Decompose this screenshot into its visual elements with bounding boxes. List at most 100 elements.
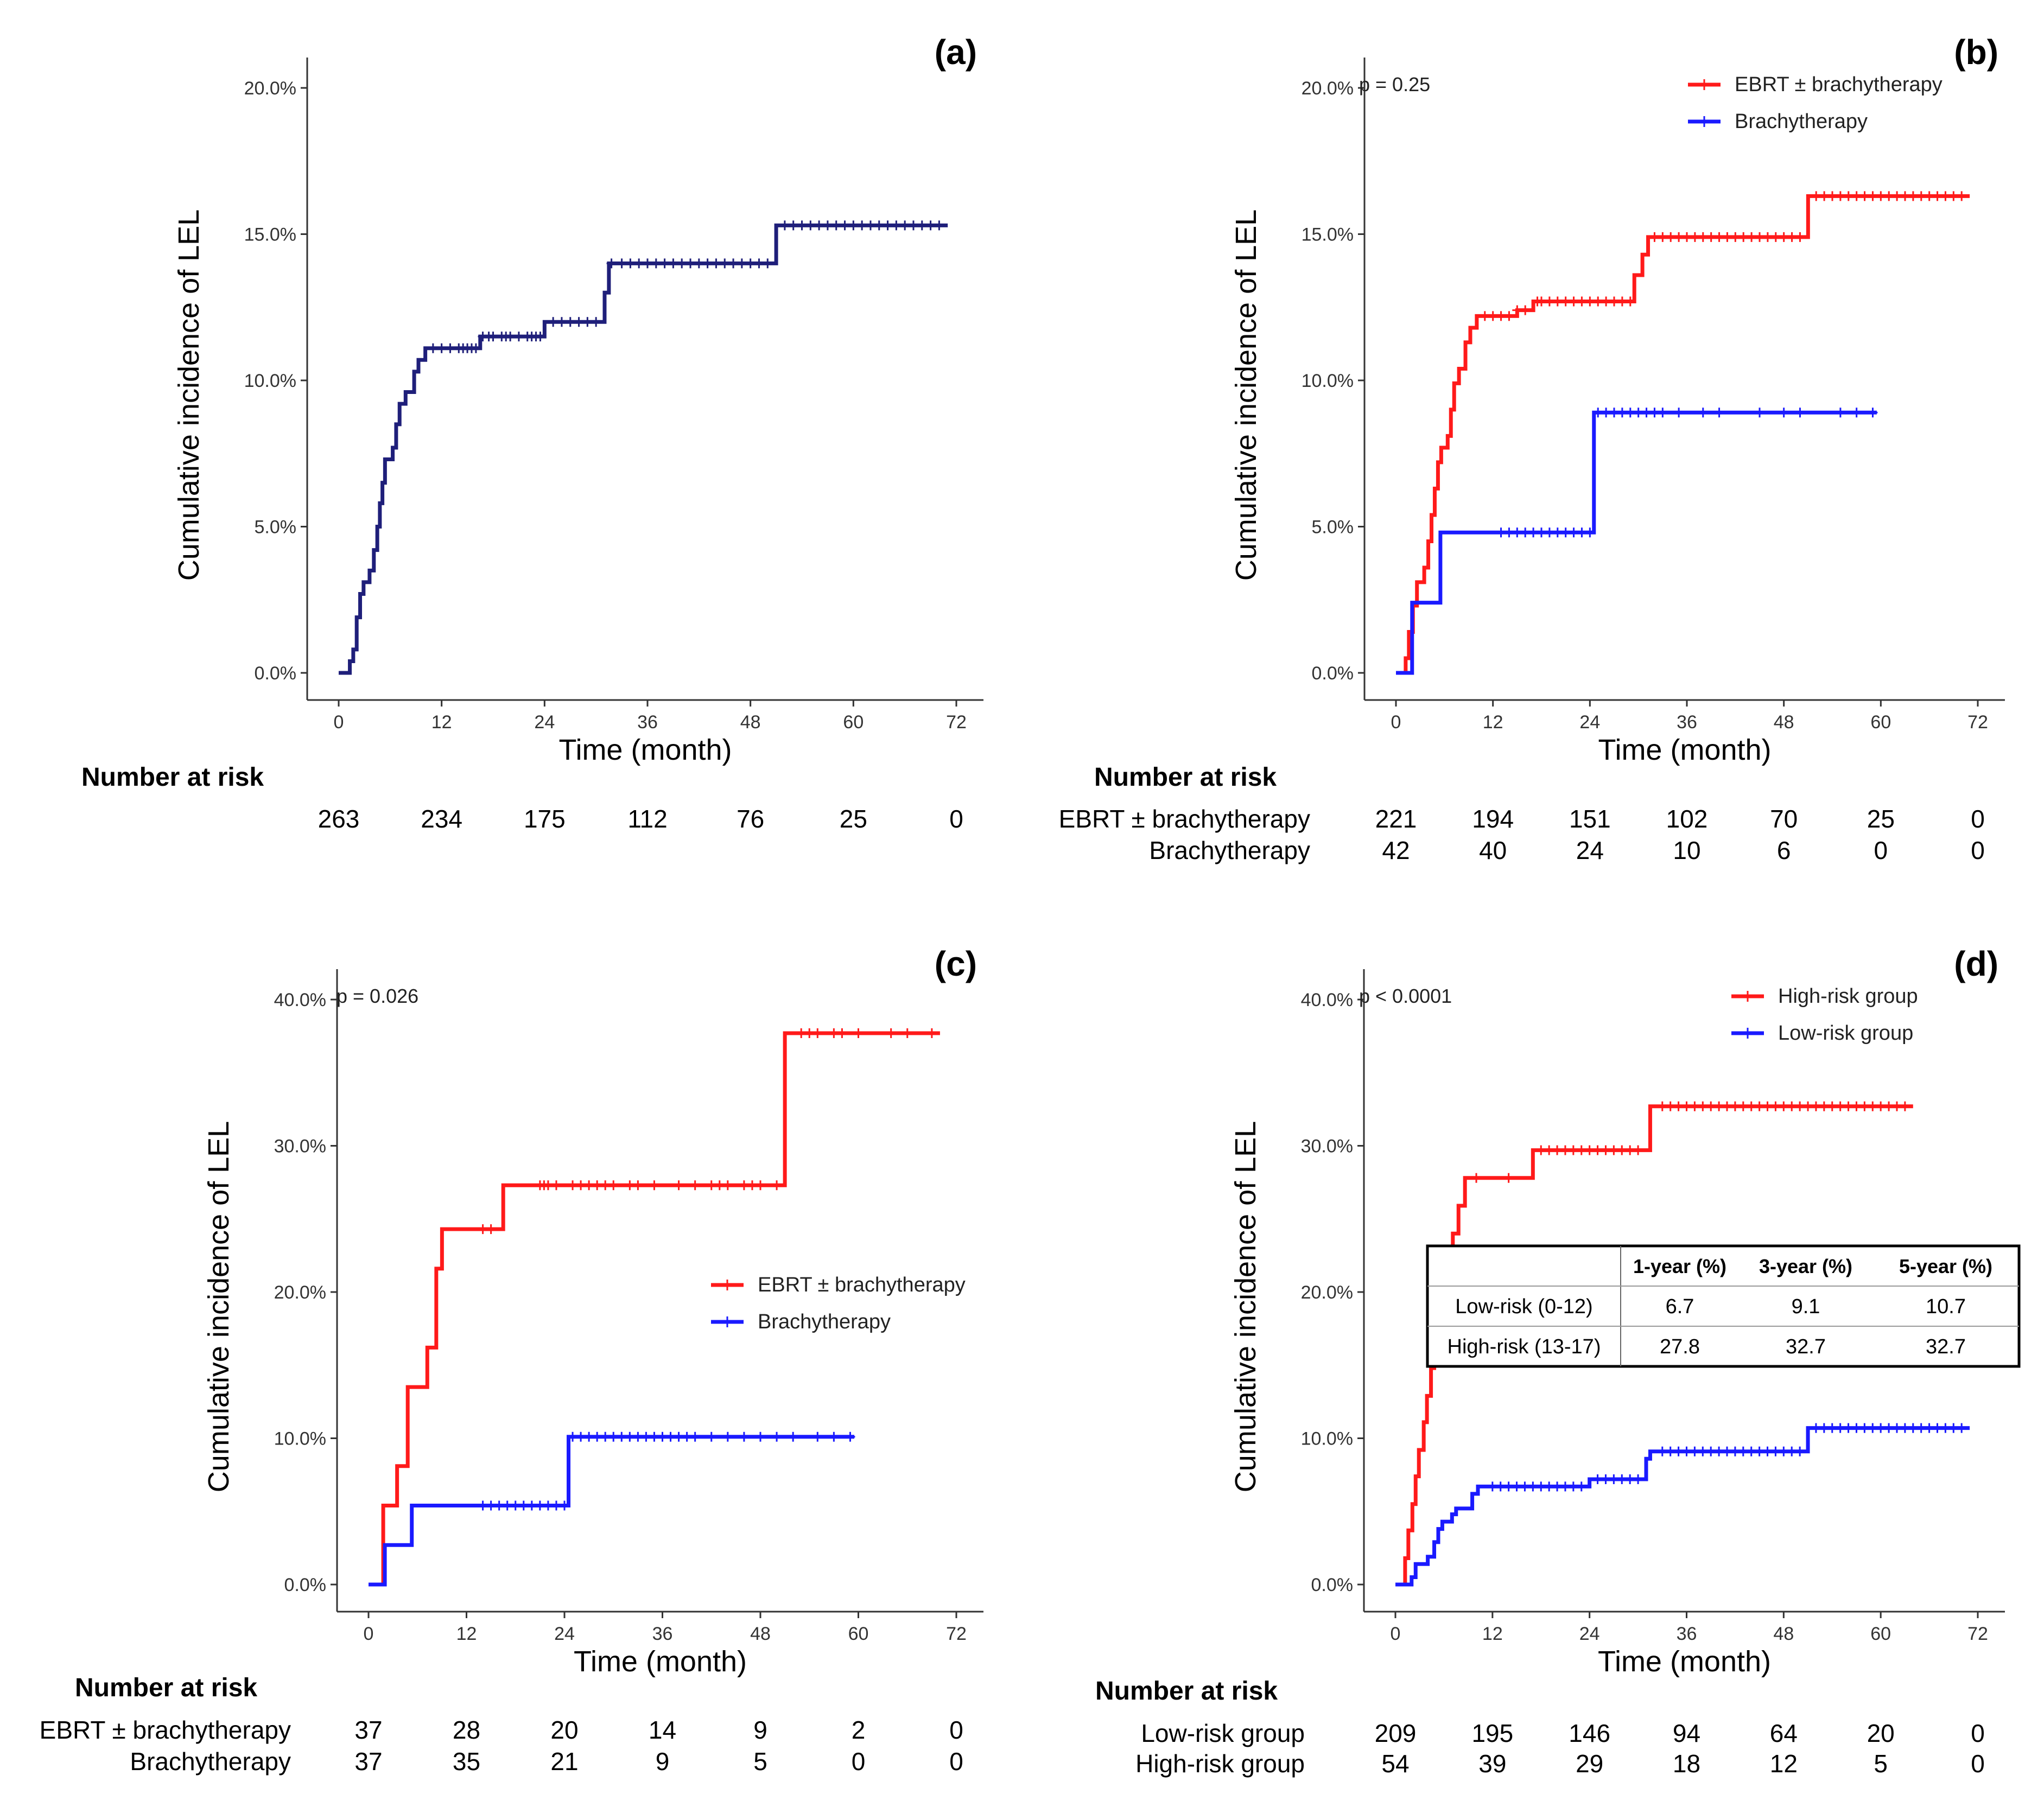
censor-mark — [1957, 191, 1967, 201]
risk-value: 21 — [550, 1747, 578, 1776]
censor-mark — [543, 1500, 553, 1511]
x-tick-label: 36 — [652, 1624, 673, 1644]
censor-mark — [822, 220, 833, 231]
censor-mark — [584, 1431, 594, 1442]
y-tick-label: 0.0% — [284, 1575, 327, 1595]
censor-mark — [574, 317, 584, 327]
risk-value: 5 — [753, 1747, 767, 1776]
censor-mark — [883, 220, 893, 231]
inset-table-header: 3-year (%) — [1759, 1255, 1852, 1277]
risk-table-title: Number at risk — [81, 763, 264, 792]
censor-mark — [551, 1500, 561, 1511]
y-tick-label: 15.0% — [244, 225, 296, 245]
censor-mark — [651, 258, 661, 269]
panel-a: 0.0% 5.0% 10.0% 15.0% 20.0% 0 12 24 36 48 60 72 Time… — [81, 33, 983, 833]
censor-mark — [665, 1431, 676, 1442]
censor-mark — [633, 1180, 643, 1191]
x-tick-label: 12 — [456, 1624, 477, 1644]
censor-mark — [1957, 1423, 1967, 1433]
censor-mark — [548, 317, 558, 327]
p-value: p < 0.0001 — [1359, 985, 1452, 1007]
inset-table-cell: 27.8 — [1660, 1335, 1700, 1358]
risk-row-label: High-risk group — [1135, 1749, 1305, 1778]
risk-value: 0 — [1971, 1749, 1985, 1778]
legend-label: High-risk group — [1778, 985, 1918, 1008]
censor-mark — [657, 1431, 668, 1442]
censor-mark — [633, 1431, 643, 1442]
x-tick-label: 60 — [843, 712, 864, 733]
censor-mark — [690, 1431, 700, 1442]
censor-mark — [1674, 408, 1684, 418]
risk-value: 25 — [840, 805, 867, 833]
censor-mark — [711, 258, 721, 269]
risk-row-label: Brachytherapy — [130, 1747, 291, 1776]
censor-mark — [674, 1431, 684, 1442]
censor-mark — [1900, 1101, 1910, 1111]
x-tick-label: 36 — [637, 712, 658, 733]
censor-mark — [1698, 408, 1708, 418]
censor-mark — [739, 1180, 749, 1191]
risk-value: 76 — [737, 805, 764, 833]
risk-value: 12 — [1770, 1749, 1798, 1778]
censor-mark — [535, 332, 545, 342]
risk-value: 39 — [1478, 1749, 1506, 1778]
risk-row-label: EBRT ± brachytherapy — [1059, 805, 1310, 833]
censor-mark — [1471, 1173, 1482, 1183]
censor-mark — [840, 220, 850, 231]
x-tick-label: 0 — [334, 712, 344, 733]
legend-label: Low-risk group — [1778, 1022, 1913, 1045]
risk-value: 234 — [421, 805, 462, 833]
censor-mark — [722, 1180, 733, 1191]
y-axis-title: Cumulative incidence of LEL — [1229, 1121, 1262, 1492]
censor-mark — [848, 220, 859, 231]
y-tick-label: 0.0% — [255, 663, 297, 684]
risk-row-label: Low-risk group — [1141, 1719, 1305, 1747]
risk-row-label: Brachytherapy — [1149, 836, 1310, 864]
censor-mark — [592, 1431, 602, 1442]
censor-mark — [926, 1028, 937, 1038]
risk-value: 42 — [1382, 836, 1410, 864]
risk-value: 112 — [627, 805, 667, 833]
inset-table-frame — [1426, 1244, 2021, 1368]
censor-mark — [886, 1028, 896, 1038]
inset-table-header: 1-year (%) — [1633, 1255, 1726, 1277]
inset-table-cell: 32.7 — [1786, 1335, 1826, 1358]
x-tick-label: 24 — [554, 1624, 575, 1644]
censor-mark — [857, 220, 867, 231]
censor-mark — [526, 1500, 537, 1511]
censor-mark — [829, 1431, 839, 1442]
censor-mark — [565, 317, 575, 327]
censor-mark — [494, 1500, 504, 1511]
inset-table-cell: 10.7 — [1926, 1295, 1966, 1318]
inset-table-cell: 6.7 — [1666, 1295, 1694, 1318]
censor-mark — [649, 1180, 659, 1191]
censor-mark — [722, 1431, 733, 1442]
legend-label: Brachytherapy — [758, 1310, 891, 1333]
censor-mark — [917, 220, 927, 231]
censor-mark — [737, 258, 747, 269]
censor-mark — [902, 1028, 912, 1038]
risk-value: 146 — [1569, 1719, 1610, 1747]
censor-mark — [805, 220, 816, 231]
censor-mark — [779, 220, 790, 231]
inset-table-cell: High-risk (13-17) — [1448, 1335, 1601, 1358]
x-tick-label: 72 — [1967, 1624, 1988, 1644]
censor-mark — [643, 258, 652, 269]
censor-mark — [576, 1431, 586, 1442]
censor-mark — [739, 1431, 749, 1442]
censor-mark — [891, 220, 902, 231]
censor-mark — [853, 1028, 864, 1038]
censor-mark — [865, 220, 875, 231]
censor-mark — [625, 1431, 635, 1442]
y-tick-label: 20.0% — [1302, 78, 1354, 99]
series-line-0 — [1396, 194, 1970, 675]
risk-value: 0 — [852, 1747, 866, 1776]
x-tick-label: 48 — [750, 1624, 771, 1644]
censor-mark — [814, 220, 824, 231]
risk-value: 263 — [318, 805, 360, 833]
y-tick-label: 20.0% — [274, 1282, 326, 1303]
censor-mark — [1835, 408, 1845, 418]
censor-mark — [796, 1028, 807, 1038]
risk-value: 0 — [1971, 1719, 1985, 1747]
censor-mark — [745, 258, 756, 269]
